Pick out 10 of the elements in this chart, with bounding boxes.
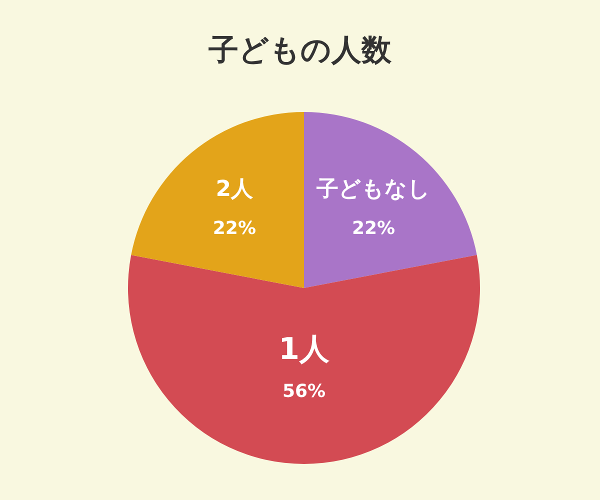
data-label: 22% <box>352 218 396 239</box>
slice-label: 2人 <box>216 176 254 202</box>
pie-slice <box>131 112 304 288</box>
pie-slice <box>128 255 480 464</box>
data-label: 56% <box>282 381 326 402</box>
slice-label: 子どもなし <box>316 176 431 202</box>
slice-label: 1人 <box>278 332 330 368</box>
data-label: 22% <box>212 218 256 239</box>
chart-title: 子どもの人数 <box>208 33 392 68</box>
pie-slice <box>304 112 477 288</box>
